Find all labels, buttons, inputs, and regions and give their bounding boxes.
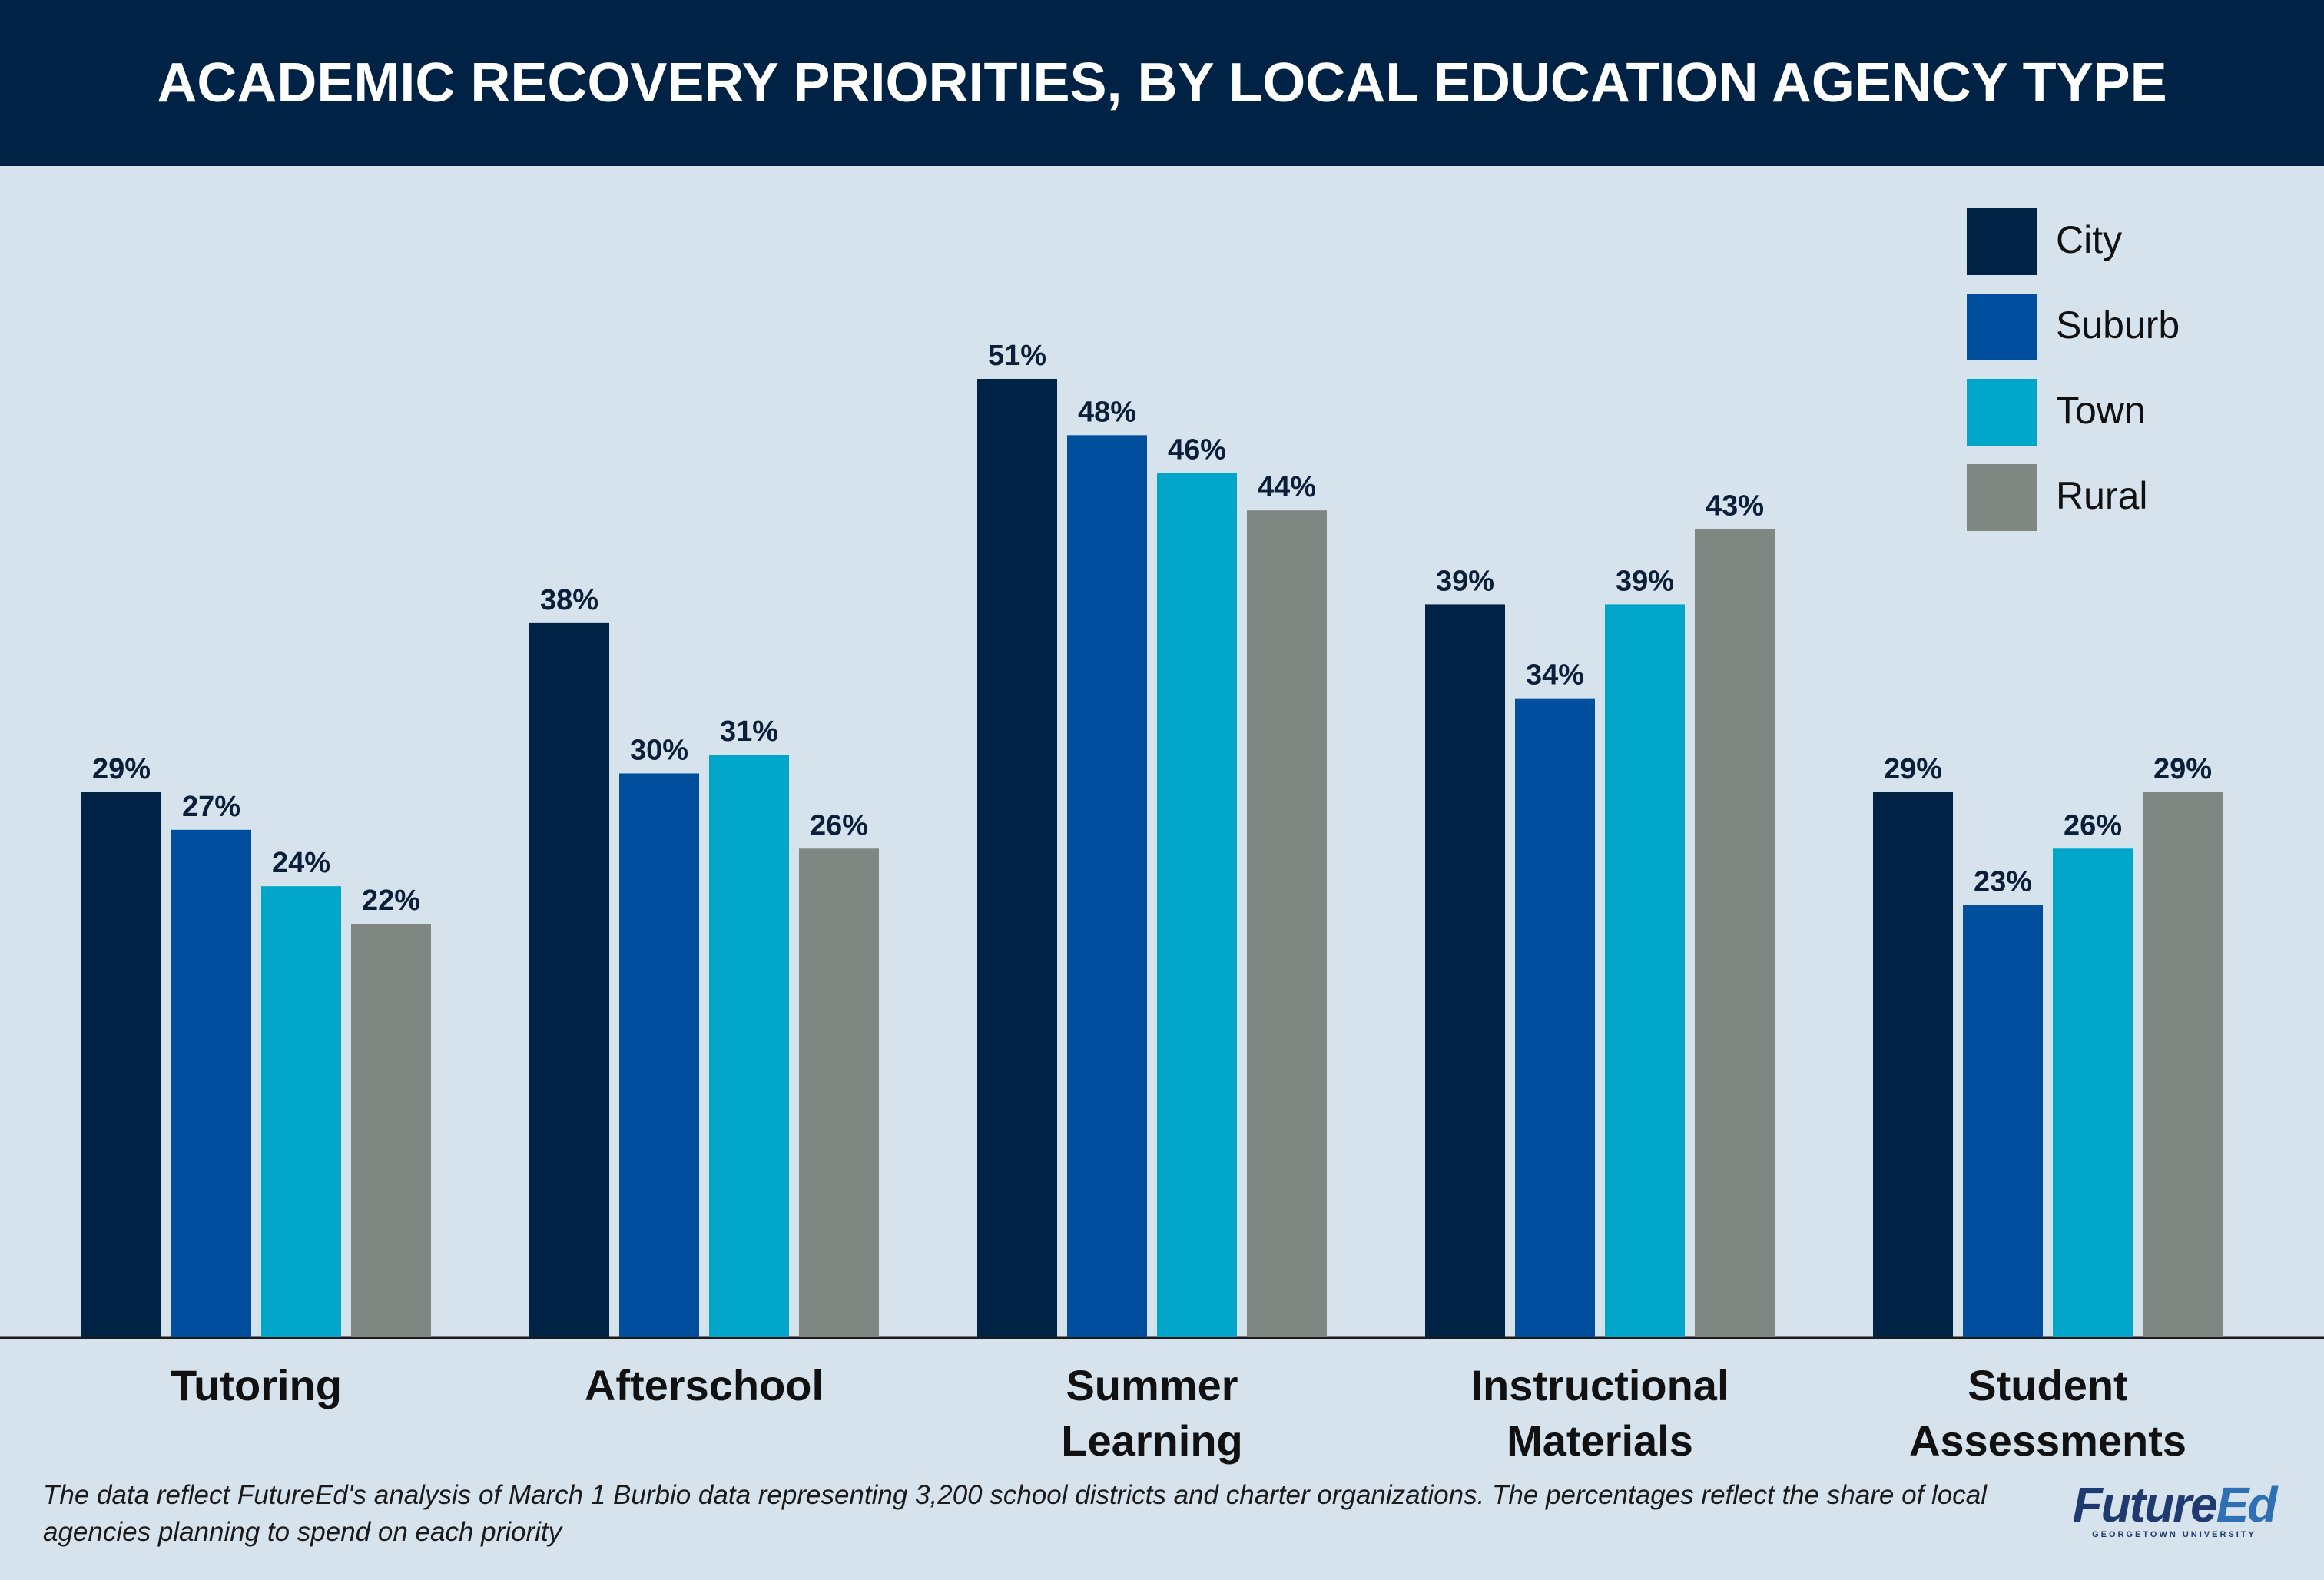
bar-suburb-1 (619, 773, 699, 1337)
category-label-line: Materials (1507, 1416, 1693, 1465)
data-label: 23% (1974, 866, 2032, 898)
chart-header: ACADEMIC RECOVERY PRIORITIES, BY LOCAL E… (0, 0, 2324, 166)
logo-part2: Ed (2216, 1477, 2278, 1532)
category-label-line: Afterschool (585, 1361, 824, 1409)
logo-subtitle: GEORGETOWN UNIVERSITY (2092, 1530, 2256, 1539)
category-label: Summer Learning (1061, 1361, 1242, 1465)
chart-title: ACADEMIC RECOVERY PRIORITIES, BY LOCAL E… (157, 52, 2167, 114)
legend-label-rural: Rural (2056, 474, 2147, 517)
bar-city-1 (529, 622, 609, 1337)
logo-wordmark: FutureEd (2059, 1479, 2289, 1530)
bar-chart: 29% 38% 51% 39% 29% 27% 30% 48% 34% 23% 24% 31% 46% 3… (0, 208, 2324, 1465)
bar-town-3 (1605, 604, 1685, 1337)
category-label-line: Student (1968, 1361, 2127, 1409)
data-label: 24% (272, 847, 330, 879)
bar-town-2 (1157, 473, 1237, 1337)
bar-suburb-3 (1515, 698, 1595, 1337)
bar-city-4 (1873, 792, 1953, 1337)
bar-town-4 (2053, 848, 2133, 1337)
bar-suburb-4 (1963, 905, 2043, 1337)
data-label: 43% (1706, 490, 1764, 523)
category-label-line: Learning (1061, 1416, 1242, 1465)
category-label-line: Tutoring (171, 1361, 342, 1409)
bar-rural-2 (1247, 510, 1327, 1337)
legend-label-suburb: Suburb (2056, 304, 2180, 347)
bar-suburb-0 (171, 829, 251, 1337)
bar-rural-3 (1695, 529, 1775, 1337)
bar-rural-0 (351, 924, 431, 1337)
data-label: 26% (2064, 809, 2122, 841)
bar-city-3 (1425, 604, 1505, 1337)
data-label: 46% (1168, 433, 1226, 466)
data-label: 22% (362, 885, 420, 917)
legend-label-city: City (2056, 218, 2122, 261)
legend-swatch-rural (1967, 464, 2037, 531)
legend-swatch-suburb (1967, 294, 2037, 360)
data-label: 29% (1884, 753, 1942, 785)
bar-rural-4 (2143, 792, 2223, 1337)
footnote: The data reflect FutureEd's analysis of … (43, 1480, 1987, 1547)
data-label: 26% (810, 809, 868, 841)
category-label: Afterschool (585, 1361, 824, 1409)
bar-city-2 (977, 379, 1057, 1337)
category-label: Instructional Materials (1470, 1361, 1729, 1465)
bar-town-1 (709, 755, 789, 1337)
bar-suburb-2 (1067, 435, 1147, 1337)
bar-city-0 (81, 792, 161, 1337)
data-label: 29% (2153, 753, 2212, 785)
category-label-line: Summer (1066, 1361, 1238, 1409)
category-label-line: Instructional (1470, 1361, 1729, 1409)
bar-rural-1 (799, 848, 879, 1337)
category-label: Student Assessments (1909, 1361, 2186, 1465)
data-label: 44% (1258, 471, 1316, 503)
data-label: 39% (1436, 565, 1494, 597)
data-label: 34% (1526, 659, 1584, 692)
futureed-logo: FutureEd GEORGETOWN UNIVERSITY (2059, 1479, 2289, 1539)
data-label: 31% (720, 715, 778, 748)
category-label: Tutoring (171, 1361, 342, 1409)
legend-swatch-city (1967, 208, 2037, 275)
logo-part1: Future (2072, 1477, 2218, 1532)
category-label-line: Assessments (1909, 1416, 2186, 1465)
data-label: 29% (92, 753, 151, 785)
legend-swatch-town (1967, 379, 2037, 446)
legend-label-town: Town (2056, 389, 2146, 432)
data-label: 38% (540, 584, 598, 616)
data-label: 48% (1078, 396, 1136, 428)
data-label: 30% (630, 734, 688, 766)
bar-town-0 (261, 886, 341, 1337)
data-label: 27% (182, 791, 240, 823)
data-label: 39% (1616, 565, 1674, 597)
data-label: 51% (988, 340, 1046, 372)
